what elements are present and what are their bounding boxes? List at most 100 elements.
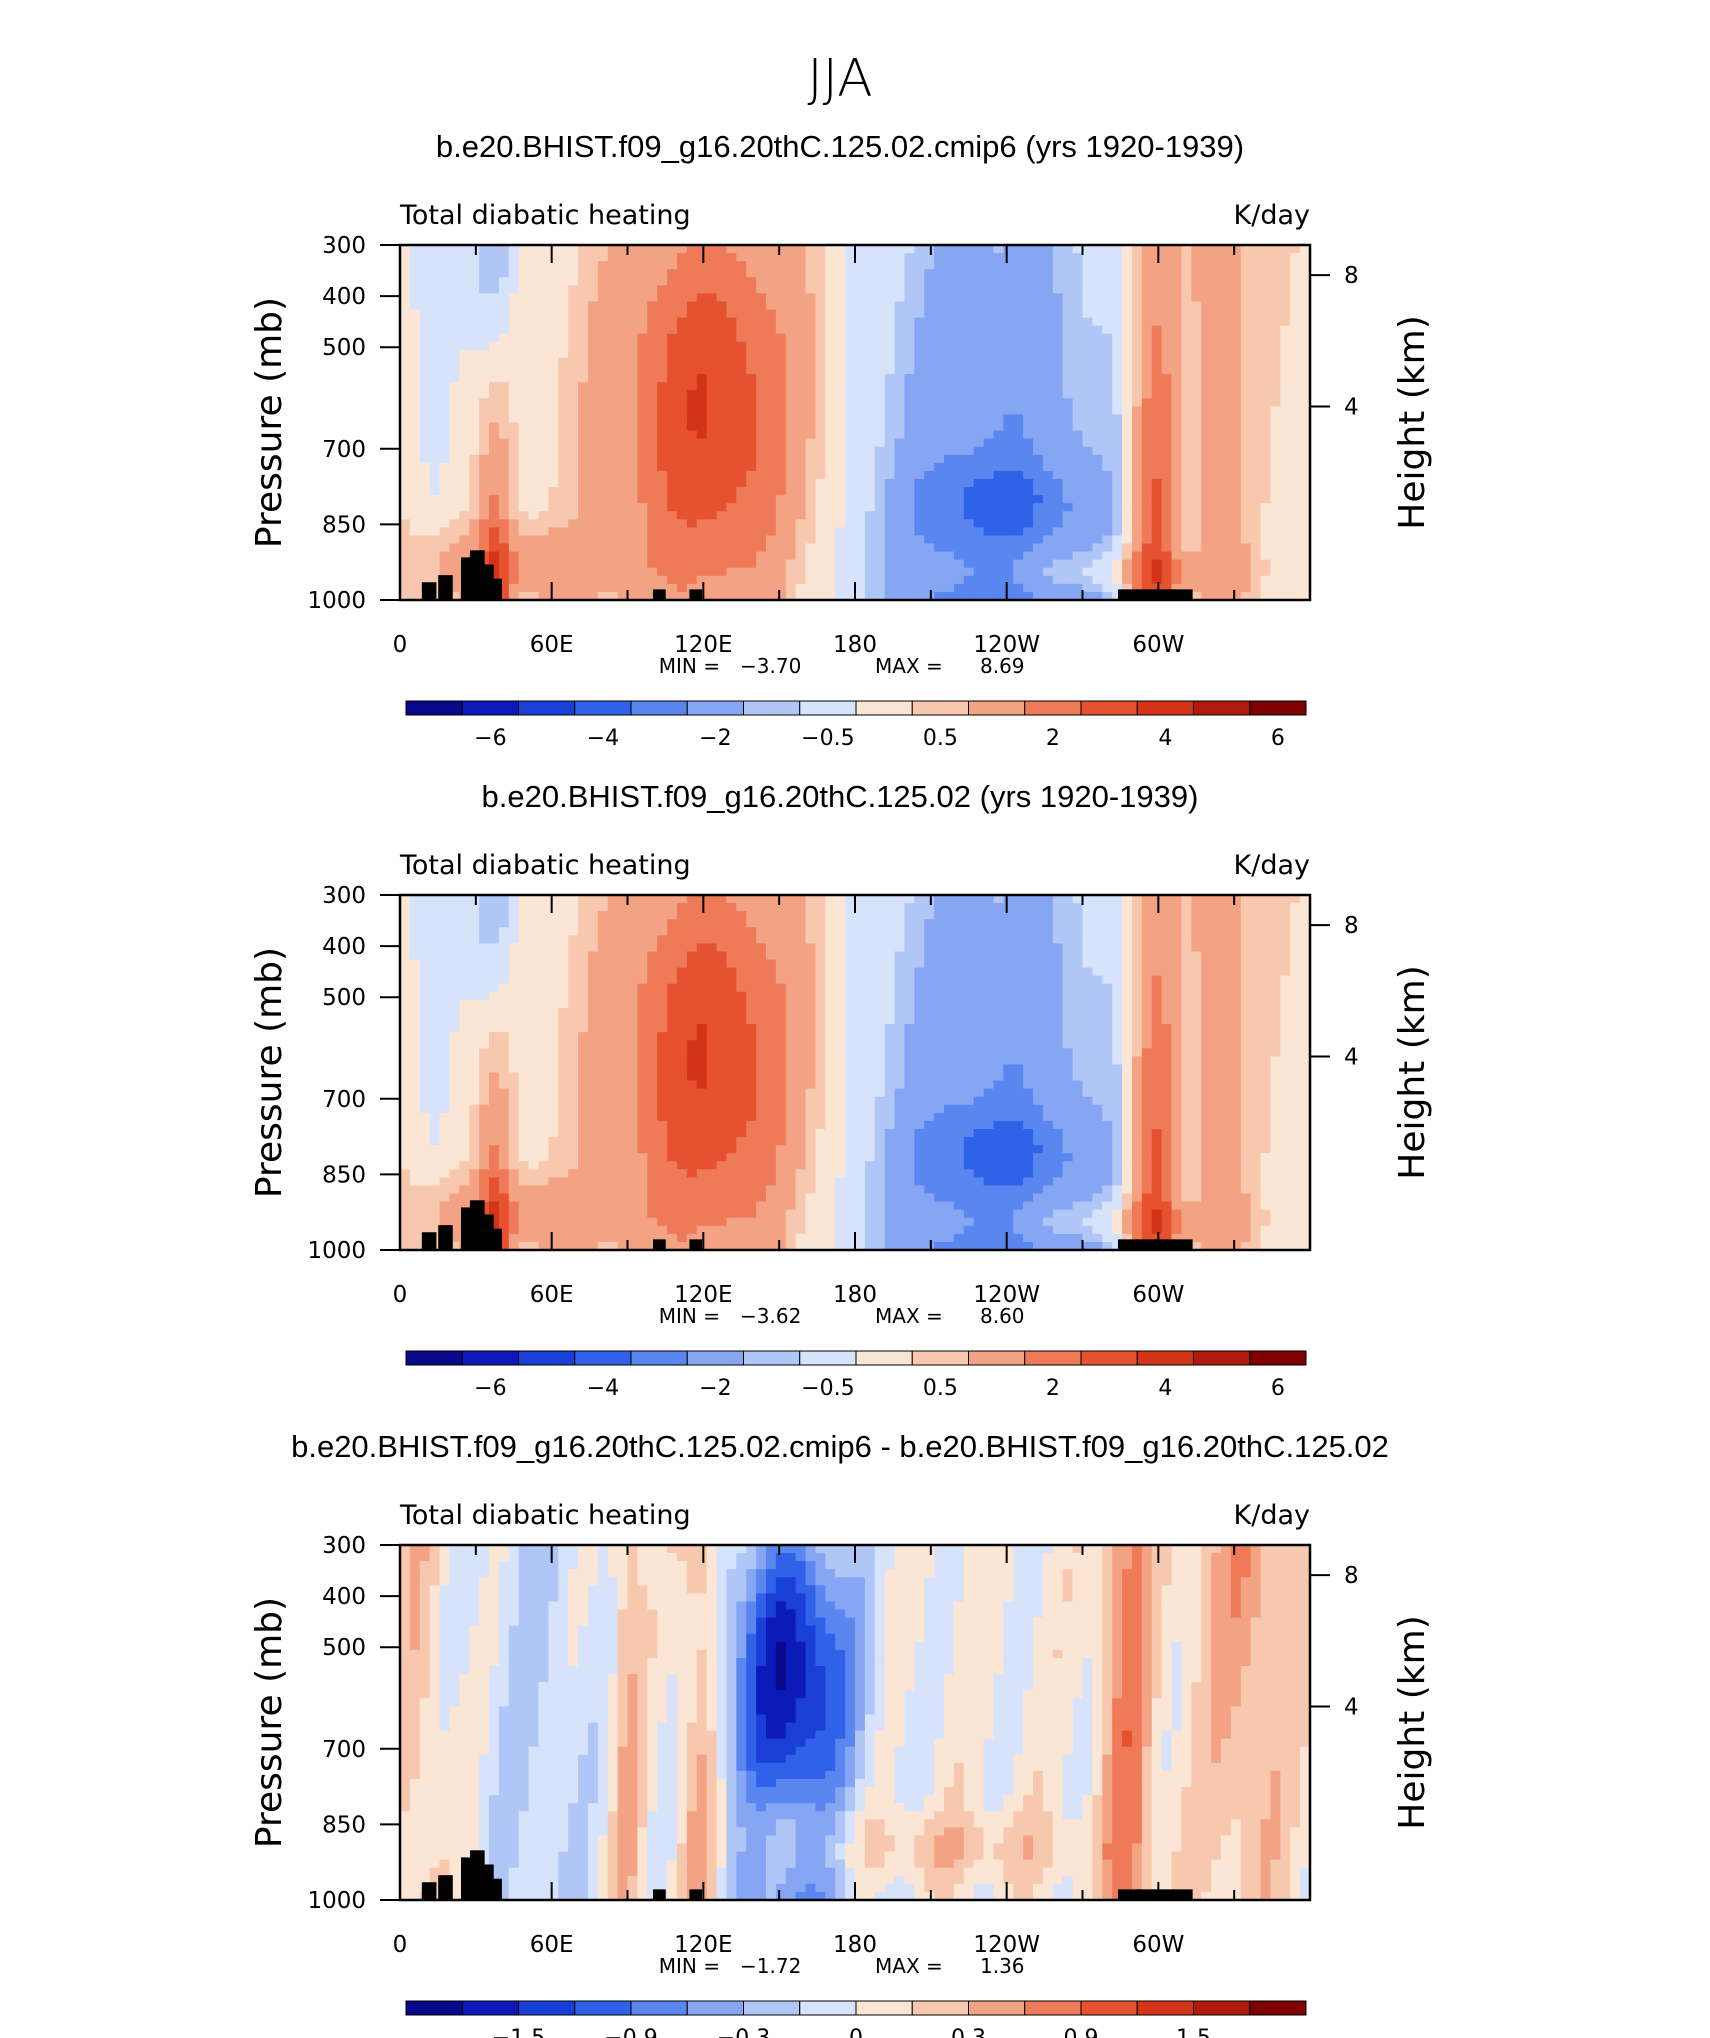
contour-cell bbox=[607, 895, 619, 904]
contour-cell bbox=[518, 583, 530, 593]
contour-cell bbox=[864, 366, 876, 375]
contour-cell bbox=[1260, 895, 1272, 904]
contour-cell bbox=[726, 951, 737, 961]
y-tick-label: 850 bbox=[322, 512, 366, 538]
contour-cell bbox=[973, 559, 985, 569]
contour-cell bbox=[528, 478, 540, 488]
contour-cell bbox=[884, 349, 896, 359]
contour-cell bbox=[775, 583, 787, 593]
contour-cell bbox=[1181, 470, 1192, 480]
contour-cell bbox=[578, 519, 589, 528]
contour-cell bbox=[686, 575, 698, 585]
contour-cell bbox=[1300, 414, 1311, 424]
contour-cell bbox=[835, 430, 846, 440]
contour-cell bbox=[1131, 366, 1143, 375]
contour-cell bbox=[746, 366, 757, 375]
contour-cell bbox=[944, 543, 955, 553]
contour-cell bbox=[934, 422, 945, 432]
terrain-block bbox=[1154, 589, 1175, 600]
contour-cell bbox=[1300, 301, 1311, 311]
contour-cell bbox=[528, 567, 540, 577]
contour-cell bbox=[904, 903, 915, 912]
contour-cell bbox=[696, 366, 708, 375]
contour-cell bbox=[835, 261, 846, 270]
contour-cell bbox=[914, 527, 925, 537]
contour-cell bbox=[1062, 438, 1074, 448]
contour-cell bbox=[1191, 943, 1202, 953]
contour-cell bbox=[548, 438, 559, 448]
contour-cell bbox=[667, 567, 678, 577]
contour-cell bbox=[1033, 535, 1044, 545]
contour-cell bbox=[1082, 919, 1093, 928]
contour-cell bbox=[419, 935, 431, 945]
contour-cell bbox=[647, 943, 658, 953]
contour-cell bbox=[716, 430, 728, 440]
contour-cell bbox=[449, 551, 460, 561]
contour-cell bbox=[1250, 919, 1262, 928]
contour-cell bbox=[775, 943, 787, 953]
contour-cell bbox=[686, 390, 698, 399]
contour-cell bbox=[756, 349, 767, 359]
contour-cell bbox=[795, 374, 807, 383]
contour-cell bbox=[1013, 269, 1024, 278]
contour-cell bbox=[1141, 487, 1153, 496]
contour-cell bbox=[1250, 462, 1262, 472]
contour-cell bbox=[667, 503, 678, 512]
contour-cell bbox=[1211, 543, 1222, 553]
contour-cell bbox=[746, 495, 757, 504]
contour-cell bbox=[429, 301, 441, 311]
contour-cell bbox=[1220, 253, 1232, 262]
contour-cell bbox=[538, 253, 549, 262]
contour-cell bbox=[795, 951, 807, 961]
contour-cell bbox=[1102, 478, 1113, 488]
contour-cell bbox=[795, 519, 807, 528]
contour-cell bbox=[508, 341, 520, 351]
contour-cell bbox=[568, 903, 579, 912]
contour-cell bbox=[587, 357, 599, 367]
contour-cell bbox=[746, 911, 757, 920]
x-tick-label: 120E bbox=[674, 632, 732, 658]
contour-cell bbox=[587, 277, 599, 286]
contour-cell bbox=[726, 495, 737, 504]
contour-cell bbox=[1052, 317, 1064, 327]
contour-cell bbox=[459, 470, 470, 480]
contour-cell bbox=[667, 357, 678, 367]
contour-cell bbox=[706, 438, 718, 448]
contour-cell bbox=[1052, 495, 1064, 504]
colorbar-label: 4 bbox=[1158, 726, 1172, 751]
contour-cell bbox=[864, 895, 876, 904]
contour-cell bbox=[835, 422, 846, 432]
contour-cell bbox=[1003, 527, 1014, 537]
contour-cell bbox=[845, 495, 856, 504]
contour-cell bbox=[706, 470, 718, 480]
contour-cell bbox=[1290, 462, 1301, 472]
contour-cell bbox=[815, 495, 826, 504]
contour-cell bbox=[904, 253, 915, 262]
contour-cell bbox=[518, 519, 530, 528]
contour-cell bbox=[637, 591, 648, 601]
figure-title: JJA bbox=[807, 49, 872, 109]
contour-cell bbox=[825, 309, 836, 319]
contour-cell bbox=[469, 543, 480, 553]
contour-cell bbox=[449, 503, 460, 512]
contour-cell bbox=[993, 301, 1004, 311]
contour-cell bbox=[637, 309, 648, 319]
contour-cell bbox=[1082, 943, 1093, 953]
contour-cell bbox=[884, 583, 896, 593]
contour-cell bbox=[894, 422, 906, 432]
contour-cell bbox=[775, 261, 787, 270]
contour-cell bbox=[1141, 551, 1153, 561]
contour-cell bbox=[528, 591, 540, 601]
contour-cell bbox=[973, 317, 985, 327]
contour-cell bbox=[963, 462, 975, 472]
contour-cell bbox=[963, 341, 975, 351]
contour-cell bbox=[1220, 535, 1232, 545]
contour-cell bbox=[983, 919, 995, 928]
contour-cell bbox=[1250, 374, 1262, 383]
contour-cell bbox=[1092, 575, 1103, 585]
contour-cell bbox=[775, 503, 787, 512]
contour-cell bbox=[726, 462, 737, 472]
contour-cell bbox=[1112, 583, 1123, 593]
contour-cell bbox=[1230, 511, 1242, 520]
contour-cell bbox=[587, 253, 599, 262]
